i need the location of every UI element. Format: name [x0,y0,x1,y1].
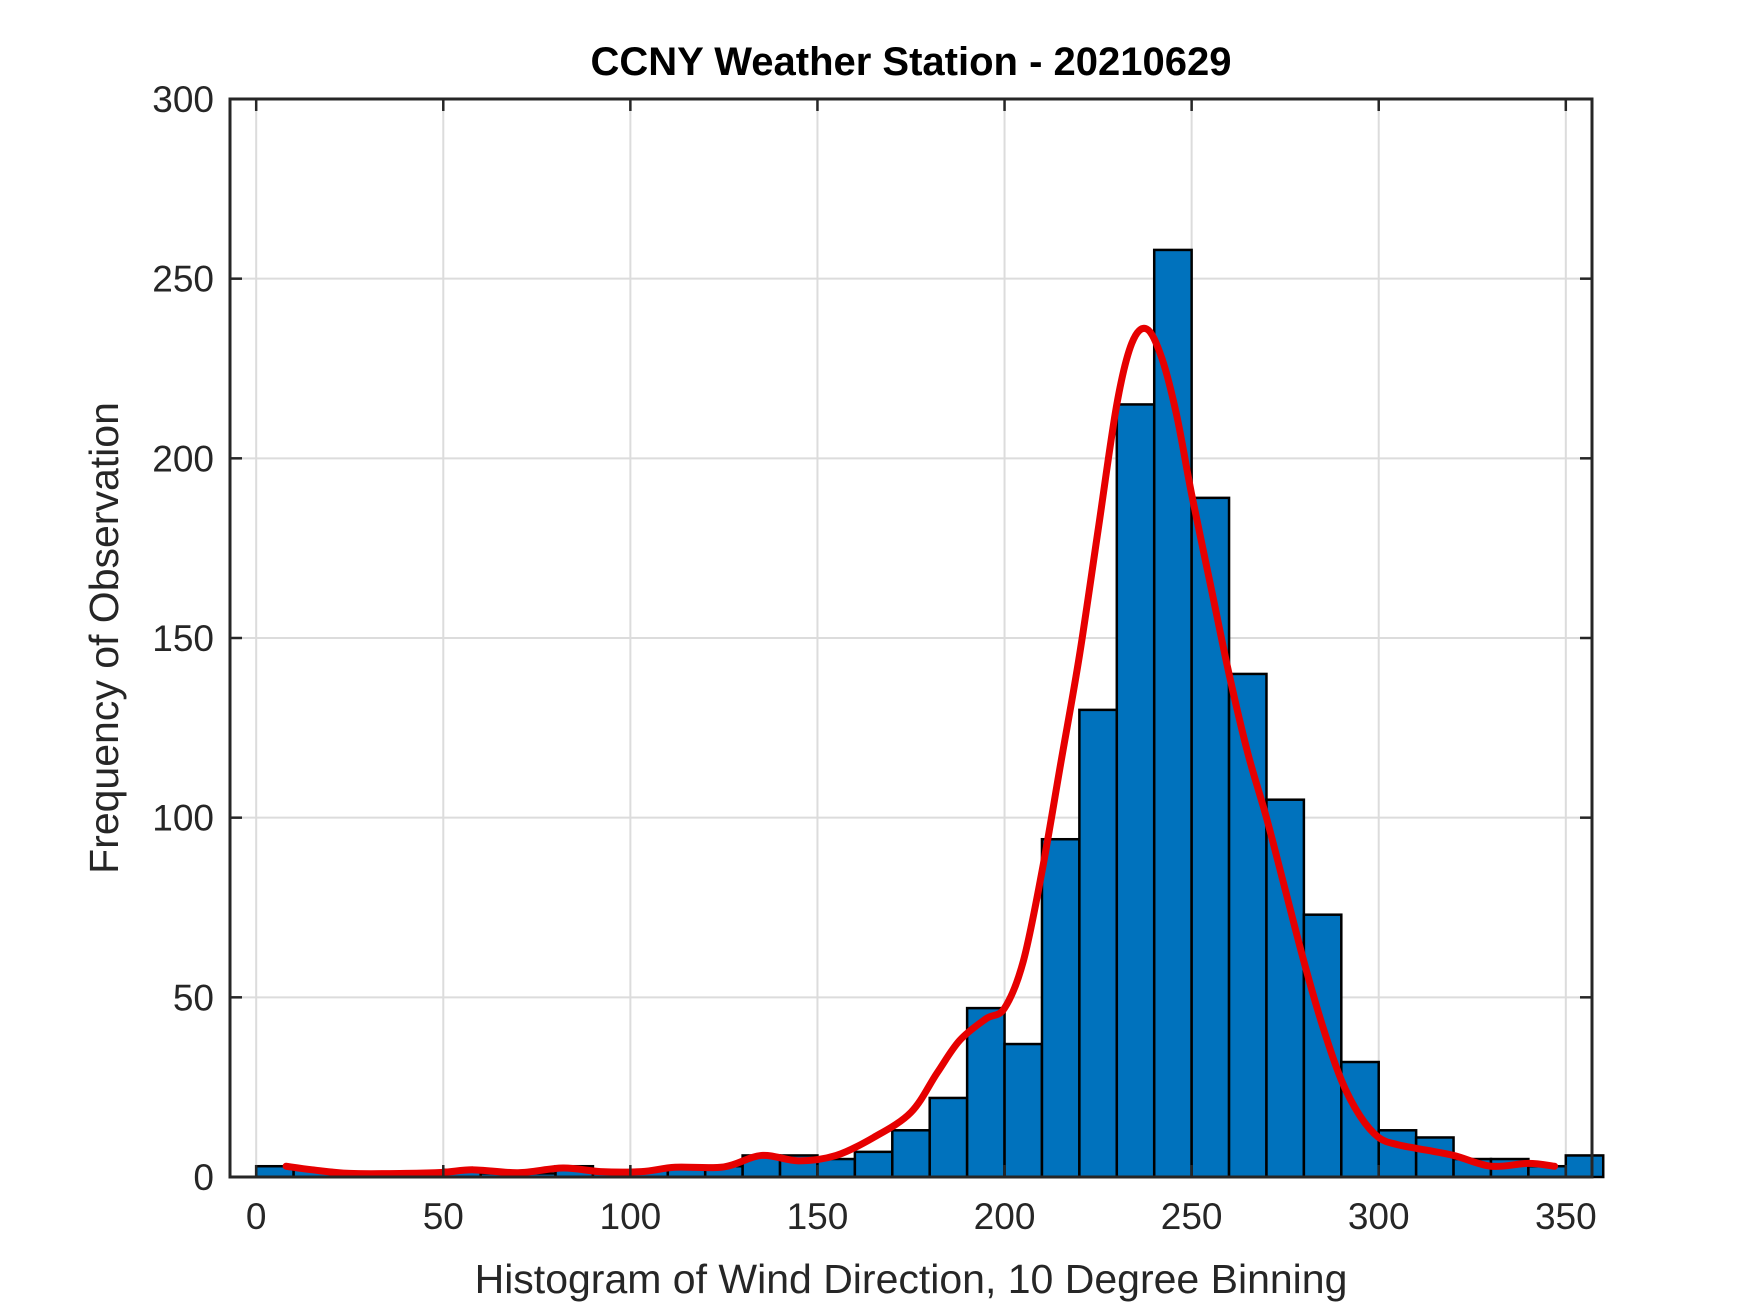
y-tick-label: 200 [152,438,214,479]
x-tick-label: 150 [787,1196,849,1237]
histogram-bar [1078,708,1119,1179]
histogram-bar [1040,837,1081,1179]
y-tick-label: 100 [152,798,214,839]
histogram-bar [1302,913,1343,1179]
histogram-bar [1152,248,1193,1179]
x-tick-label: 200 [974,1196,1036,1237]
x-tick-label: 300 [1348,1196,1410,1237]
histogram-bar [891,1129,931,1179]
x-tick-label: 350 [1535,1196,1597,1237]
tick-labels: 0 50 100 150 200 250 300 350 0 50 100 150 200 250 300 [152,79,1596,1237]
x-tick-label: 250 [1161,1196,1223,1237]
histogram-bar [853,1150,894,1179]
histogram-bar [965,1006,1006,1179]
histogram-bar [928,1096,969,1179]
x-axis-label: Histogram of Wind Direction, 10 Degree B… [475,1256,1348,1302]
fit-curve [282,324,1559,1178]
y-axis-label: Frequency of Observation [81,402,127,874]
histogram-bar [1265,798,1306,1179]
chart-title: CCNY Weather Station - 20210629 [591,40,1232,84]
y-tick-label: 50 [173,977,214,1018]
histogram-bar [1564,1154,1605,1179]
y-tick-label: 250 [152,259,214,300]
x-tick-label: 50 [423,1196,464,1237]
axes [228,97,1594,1179]
y-tick-label: 150 [152,618,214,659]
x-tick-label: 0 [246,1196,267,1237]
x-tick-label: 100 [600,1196,662,1237]
fit-curve-line [282,324,1559,1178]
histogram-bar [1003,1042,1044,1179]
y-tick-label: 0 [193,1157,214,1198]
y-tick-label: 300 [152,79,214,120]
histogram-bar [1115,403,1156,1179]
bars [254,248,1605,1179]
